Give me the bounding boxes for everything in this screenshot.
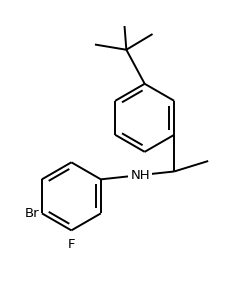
Text: F: F [68, 238, 75, 251]
Text: Br: Br [25, 207, 39, 220]
Text: NH: NH [130, 169, 150, 182]
